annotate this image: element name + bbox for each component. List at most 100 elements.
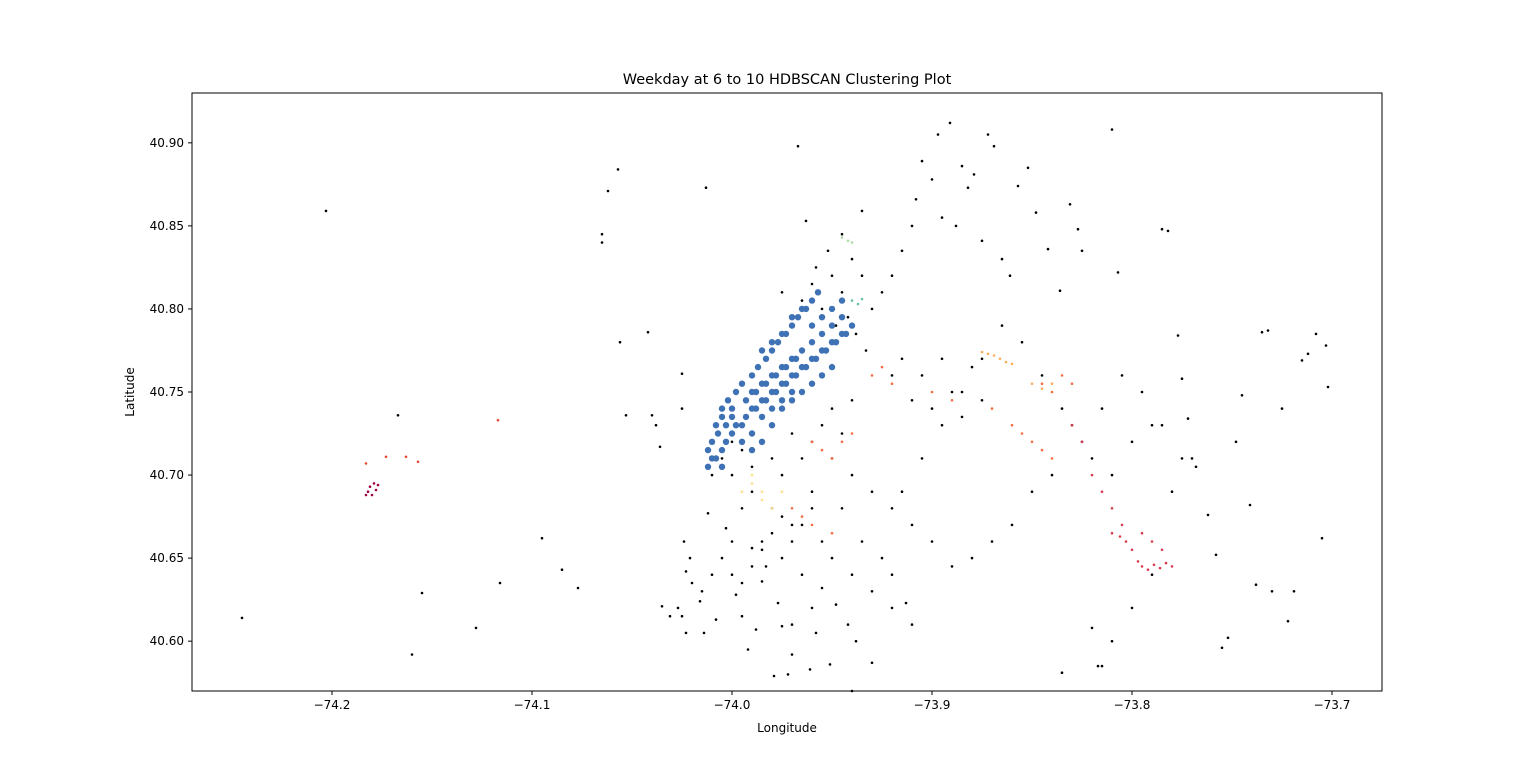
- scatter-point: [700, 590, 704, 593]
- scatter-point: [750, 482, 754, 485]
- scatter-point: [890, 606, 894, 610]
- scatter-point: [940, 216, 944, 219]
- scatter-point: [720, 457, 724, 460]
- scatter-point: [770, 507, 774, 510]
- scatter-point: [794, 314, 802, 321]
- scatter-point: [818, 314, 826, 321]
- scatter-point: [416, 460, 420, 464]
- scatter-point: [600, 232, 604, 236]
- scatter-point: [846, 623, 850, 626]
- x-tick-label: −74.0: [714, 698, 751, 712]
- scatter-point: [404, 455, 408, 459]
- scatter-point: [1160, 548, 1164, 552]
- scatter-point: [704, 186, 708, 189]
- scatter-point: [810, 282, 814, 286]
- scatter-point: [972, 173, 976, 176]
- scatter-point: [820, 586, 824, 590]
- scatter-point: [1030, 440, 1034, 444]
- scatter-point: [850, 432, 854, 435]
- scatter-point: [1300, 359, 1304, 362]
- x-tick-label: −73.7: [1314, 698, 1351, 712]
- scatter-point: [890, 274, 894, 278]
- scatter-point: [864, 349, 868, 352]
- scatter-point: [722, 438, 730, 445]
- scatter-point: [730, 473, 734, 477]
- scatter-point: [838, 297, 846, 304]
- scatter-point: [796, 144, 800, 148]
- scatter-point: [828, 663, 832, 666]
- scatter-point: [748, 446, 756, 454]
- scatter-point: [1026, 166, 1030, 170]
- scatter-point: [758, 438, 766, 445]
- scatter-point: [808, 339, 816, 346]
- scatter-point: [780, 515, 784, 518]
- scatter-point: [820, 448, 824, 452]
- scatter-point: [910, 623, 914, 626]
- scatter-point: [820, 423, 824, 427]
- scatter-point: [782, 363, 790, 371]
- scatter-point: [992, 354, 996, 357]
- scatter-point: [768, 339, 776, 346]
- scatter-point: [742, 413, 750, 421]
- scatter-point: [1004, 360, 1008, 364]
- scatter-point: [684, 570, 688, 573]
- scatter-point: [724, 397, 732, 404]
- scatter-point: [1324, 344, 1328, 347]
- scatter-point: [850, 689, 854, 693]
- scatter-point: [760, 540, 764, 543]
- scatter-point: [992, 144, 996, 148]
- scatter-point: [940, 357, 944, 361]
- scatter-point: [1152, 563, 1156, 567]
- scatter-point: [1010, 362, 1014, 366]
- points-layer: [240, 121, 1330, 693]
- scatter-point: [930, 390, 934, 394]
- scatter-point: [820, 307, 824, 311]
- scatter-point: [870, 490, 874, 494]
- scatter-point: [1286, 619, 1290, 623]
- scatter-point: [980, 357, 984, 361]
- scatter-point: [1050, 457, 1054, 460]
- scatter-point: [1000, 324, 1004, 327]
- x-tick-label: −74.1: [514, 698, 551, 712]
- scatter-point: [1170, 490, 1174, 494]
- scatter-point: [760, 490, 764, 494]
- scatter-point: [1266, 329, 1270, 332]
- scatter-point: [900, 357, 904, 361]
- scatter-point: [698, 600, 702, 603]
- scatter-point: [960, 415, 964, 419]
- scatter-point: [1010, 523, 1014, 527]
- scatter-point: [1206, 513, 1210, 517]
- scatter-point: [880, 556, 884, 560]
- scatter-point: [778, 330, 786, 338]
- scatter-point: [986, 133, 990, 136]
- scatter-point: [600, 241, 604, 244]
- scatter-point: [1076, 227, 1080, 231]
- scatter-point: [1176, 334, 1180, 337]
- scatter-point: [838, 314, 846, 321]
- scatter-point: [682, 540, 686, 543]
- scatter-point: [980, 350, 984, 354]
- scatter-point: [718, 413, 726, 421]
- scatter-point: [780, 556, 784, 560]
- scatter-point: [730, 540, 734, 543]
- scatter-point: [1170, 565, 1174, 568]
- scatter-point: [1160, 423, 1164, 427]
- scatter-point: [420, 591, 424, 595]
- scatter-point: [792, 355, 800, 362]
- chart-title: Weekday at 6 to 10 HDBSCAN Clustering Pl…: [623, 72, 952, 88]
- scatter-point: [814, 631, 818, 635]
- scatter-point: [1058, 289, 1062, 293]
- scatter-point: [750, 465, 754, 469]
- scatter-point: [850, 473, 854, 477]
- scatter-point: [1150, 540, 1154, 543]
- scatter-point: [890, 374, 894, 377]
- scatter-point: [856, 302, 860, 306]
- scatter-point: [790, 623, 794, 626]
- scatter-point: [790, 523, 794, 527]
- scatter-point: [1090, 457, 1094, 460]
- scatter-point: [822, 347, 830, 354]
- scatter-point: [364, 493, 368, 497]
- scatter-point: [760, 498, 764, 502]
- scatter-point: [788, 388, 796, 396]
